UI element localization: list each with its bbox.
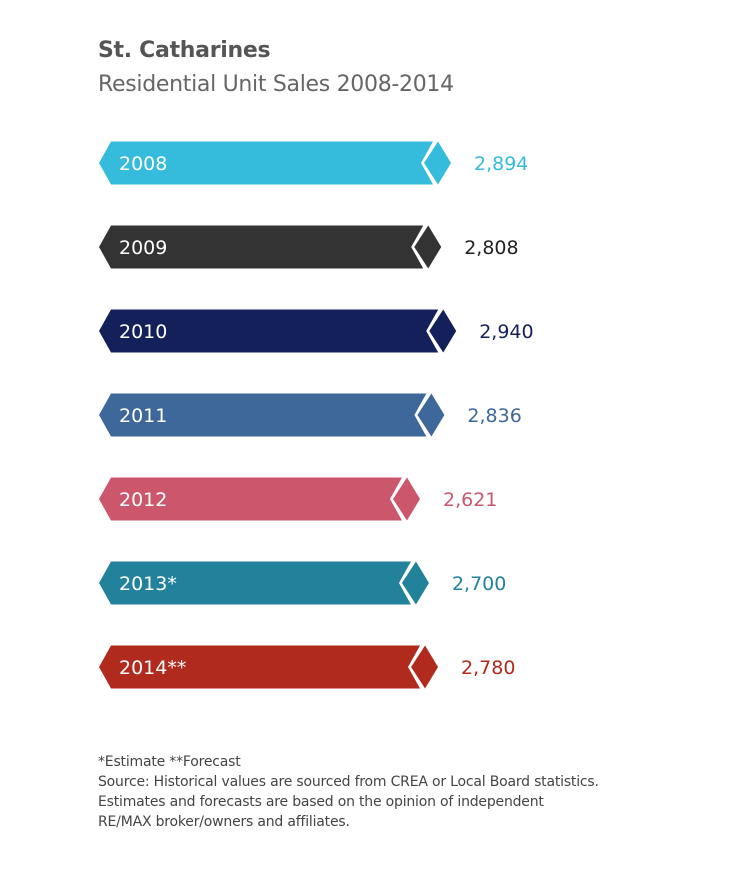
footnote-line2: Estimates and forecasts are based on the…	[98, 794, 544, 810]
value-label: 2,940	[479, 321, 533, 343]
bar-2013*	[99, 561, 411, 605]
bar-diamond-2008	[424, 141, 451, 185]
bar-diamond-2010	[429, 309, 457, 353]
value-label: 2,700	[452, 573, 506, 595]
category-label: 2010	[119, 321, 167, 343]
bar-diamond-2012	[392, 477, 420, 521]
bar-diamond-2009	[414, 225, 442, 269]
chart-title: St. Catharines	[98, 38, 271, 63]
footnote-line3: RE/MAX broker/owners and affiliates.	[98, 814, 350, 830]
bar-chart: 2008 2,894 2009 2,808 2010 2,940 2011 2,836 2012…	[99, 141, 534, 689]
footnote-legend: *Estimate **Forecast	[98, 754, 241, 770]
category-label: 2012	[119, 489, 167, 511]
category-label: 2009	[119, 237, 167, 259]
bar-2014**	[99, 645, 421, 689]
bar-2010	[99, 309, 439, 353]
bar-diamond-2013*	[401, 561, 429, 605]
footnote-source: Source: Historical values are sourced fr…	[98, 774, 599, 790]
category-label: 2013*	[119, 573, 177, 595]
category-label: 2014**	[119, 657, 186, 679]
bar-2012	[99, 477, 402, 521]
category-label: 2008	[119, 153, 167, 175]
bar-diamond-2014**	[411, 645, 439, 689]
bar-2011	[99, 393, 427, 437]
bar-diamond-2011	[417, 393, 445, 437]
value-label: 2,780	[461, 657, 515, 679]
category-label: 2011	[119, 405, 167, 427]
value-label: 2,808	[464, 237, 518, 259]
chart-subtitle: Residential Unit Sales 2008-2014	[98, 72, 454, 97]
value-label: 2,894	[474, 153, 528, 175]
bar-2008	[99, 141, 433, 185]
value-label: 2,836	[467, 405, 521, 427]
bar-2009	[99, 225, 424, 269]
value-label: 2,621	[443, 489, 497, 511]
